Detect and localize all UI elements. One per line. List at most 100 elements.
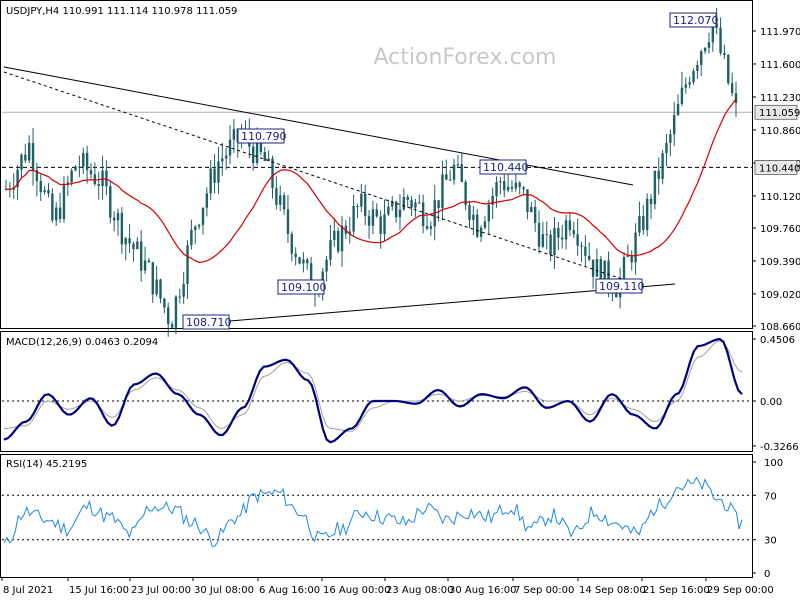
candle-body <box>491 195 494 205</box>
candle-body <box>116 212 120 221</box>
candle-body <box>657 170 660 179</box>
x-tick-label: 15 Jul 16:00 <box>69 585 129 596</box>
rsi-line <box>3 476 743 547</box>
candle-body <box>47 190 50 194</box>
candle-body <box>27 143 31 161</box>
candle-body <box>186 245 189 284</box>
grid-layer <box>2 111 752 168</box>
candle-body <box>564 220 568 240</box>
candle-body <box>224 155 228 159</box>
candle-body <box>452 164 456 180</box>
macd-ytick-label: 0.00 <box>760 397 782 408</box>
annotation-box <box>182 314 230 330</box>
candle-body <box>707 42 711 49</box>
candle-body <box>298 257 301 264</box>
candle-body <box>178 296 182 298</box>
candle-body <box>89 170 93 175</box>
candle-body <box>182 283 185 297</box>
candle-body <box>58 207 62 220</box>
rsi-ytick-label: 70 <box>764 491 777 502</box>
level-price-label-box <box>754 160 798 175</box>
main-ytick-label: 111.600 <box>760 60 800 71</box>
candle-body <box>232 129 236 140</box>
x-tick-label: 16 Aug 00:00 <box>323 585 390 596</box>
candle-body <box>217 161 220 183</box>
main-ytick-label: 110.860 <box>760 126 800 137</box>
candle-body <box>526 189 529 213</box>
candle-body <box>155 279 158 295</box>
candle-body <box>128 238 131 244</box>
candle-body <box>622 256 626 280</box>
candle-body <box>572 230 575 235</box>
candle-body <box>302 259 305 264</box>
candle-body <box>680 87 684 104</box>
candle-body <box>93 174 97 184</box>
candle-body <box>82 152 85 167</box>
candle-body <box>282 195 286 210</box>
x-tick-label: 23 Aug 08:00 <box>386 585 453 596</box>
candle-body <box>20 154 23 170</box>
candle-body <box>545 234 548 236</box>
candle-body <box>387 206 390 215</box>
ma-layer <box>5 98 737 263</box>
rsi-header: RSI(14) 45.2195 <box>6 459 87 470</box>
annotation-box <box>595 278 643 294</box>
candle-body <box>379 216 382 234</box>
candle-body <box>483 221 487 228</box>
candle-body <box>510 186 514 189</box>
candle-body <box>66 182 69 184</box>
candle-body <box>31 143 35 171</box>
candle-body <box>371 209 375 226</box>
rsi-ytick-label: 0 <box>764 569 770 580</box>
main-ytick-label: 109.020 <box>760 290 800 301</box>
candle-body <box>476 214 479 237</box>
candle-body <box>333 230 336 241</box>
candle-body <box>576 234 579 246</box>
candle-body <box>279 195 282 205</box>
candle-body <box>425 225 429 229</box>
candle-body <box>290 234 294 254</box>
main-ytick-label: 111.970 <box>760 27 800 38</box>
candle-body <box>615 293 618 298</box>
candle-body <box>676 103 680 116</box>
macd-panel <box>0 331 753 452</box>
candle-body <box>70 170 73 183</box>
candle-body <box>167 307 170 325</box>
candle-body <box>711 23 715 43</box>
candle-body <box>124 238 127 245</box>
candle-body <box>653 170 657 205</box>
candle-body <box>688 82 691 85</box>
candle-body <box>109 186 112 218</box>
candle-body <box>352 206 355 232</box>
candle-body <box>112 217 116 221</box>
annotation-label: 112.070 <box>673 14 719 27</box>
candle-body <box>55 207 58 221</box>
x-tick-label: 23 Jul 00:00 <box>131 585 191 596</box>
candle-body <box>364 193 367 217</box>
main-ytick-label: 109.390 <box>760 257 800 268</box>
candle-body <box>85 152 89 171</box>
annotation-box <box>479 159 527 175</box>
candle-body <box>120 212 124 245</box>
candle-body <box>367 216 371 226</box>
rsi-layer <box>2 476 752 547</box>
candle-body <box>221 158 224 162</box>
anno-layer: 112.070 110.790 110.440 109.100 109.110 108.7… <box>182 12 719 330</box>
candle-body <box>263 151 266 161</box>
candle-body <box>325 259 328 272</box>
candle-body <box>642 215 645 230</box>
candle-body <box>201 207 205 225</box>
candle-body <box>410 199 413 208</box>
annotation-label: 108.710 <box>186 316 232 329</box>
candle-body <box>603 260 606 289</box>
candle-body <box>62 183 66 220</box>
main-ytick-label: 111.230 <box>760 93 800 104</box>
candle-body <box>723 53 726 56</box>
candle-body <box>487 204 491 222</box>
candle-body <box>448 179 452 181</box>
candle-body <box>209 168 212 194</box>
main-ytick-label: 108.660 <box>760 322 800 333</box>
x-tick-label: 29 Sep 00:00 <box>707 585 774 596</box>
candle-body <box>479 227 483 237</box>
moving-average-line <box>5 98 737 263</box>
